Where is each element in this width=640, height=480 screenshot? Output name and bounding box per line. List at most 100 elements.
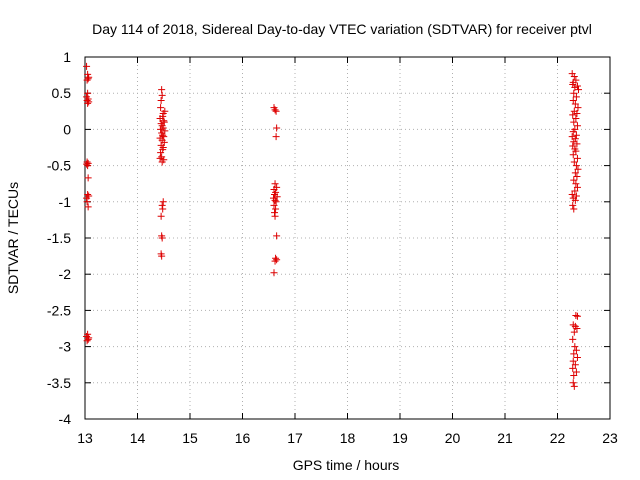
data-point bbox=[84, 174, 92, 182]
y-tick-label: -2 bbox=[59, 266, 72, 282]
data-point bbox=[84, 191, 92, 199]
data-point bbox=[85, 98, 93, 106]
data-point bbox=[569, 201, 577, 209]
data-point bbox=[572, 115, 580, 123]
data-point bbox=[83, 76, 91, 84]
data-point bbox=[574, 165, 582, 173]
y-tick-label: -4 bbox=[59, 411, 72, 427]
data-point bbox=[84, 89, 92, 97]
data-point bbox=[160, 118, 168, 126]
data-point bbox=[570, 176, 578, 184]
data-point bbox=[84, 70, 92, 78]
data-point bbox=[570, 158, 578, 166]
data-points bbox=[83, 62, 582, 390]
data-point bbox=[84, 99, 92, 107]
data-point bbox=[156, 154, 164, 162]
data-point bbox=[157, 212, 165, 220]
x-tick-label: 16 bbox=[235, 430, 251, 446]
y-tick-label: 1 bbox=[63, 49, 71, 65]
data-point bbox=[272, 198, 280, 206]
data-point bbox=[571, 361, 579, 369]
data-point bbox=[571, 196, 579, 204]
data-point bbox=[271, 196, 279, 204]
data-point bbox=[272, 205, 280, 213]
x-tick-label: 23 bbox=[602, 430, 618, 446]
x-tick-label: 17 bbox=[287, 430, 303, 446]
x-tick-label: 22 bbox=[550, 430, 566, 446]
y-tick-label: 0.5 bbox=[52, 85, 72, 101]
data-point bbox=[571, 187, 579, 195]
data-point bbox=[83, 62, 91, 70]
y-tick-label: -1.5 bbox=[47, 230, 71, 246]
data-point bbox=[569, 111, 577, 119]
data-point bbox=[569, 364, 577, 372]
data-point bbox=[273, 124, 281, 132]
data-point bbox=[160, 133, 168, 141]
y-tick-label: 0 bbox=[63, 121, 71, 137]
data-point bbox=[572, 162, 580, 170]
data-point bbox=[159, 198, 167, 206]
data-point bbox=[83, 198, 91, 206]
data-point bbox=[572, 311, 580, 319]
data-point bbox=[83, 337, 91, 345]
data-point bbox=[84, 335, 92, 343]
data-point bbox=[570, 372, 578, 380]
data-point bbox=[575, 86, 582, 94]
data-point bbox=[569, 379, 577, 387]
data-point bbox=[569, 96, 577, 104]
x-tick-label: 14 bbox=[130, 430, 146, 446]
x-tick-label: 21 bbox=[497, 430, 513, 446]
data-point bbox=[571, 343, 579, 351]
data-point bbox=[270, 269, 278, 277]
y-tick-labels: 1 0.5 0 -0.5 -1 -1.5 -2 -2.5 -3 -3.5 -4 bbox=[47, 49, 71, 427]
data-point bbox=[158, 234, 166, 242]
data-point bbox=[158, 86, 166, 94]
y-tick-label: -3 bbox=[59, 339, 72, 355]
data-point bbox=[568, 191, 576, 199]
data-point bbox=[158, 252, 166, 260]
x-tick-label: 19 bbox=[392, 430, 408, 446]
x-tick-label: 18 bbox=[340, 430, 356, 446]
data-point bbox=[158, 158, 166, 166]
data-point bbox=[270, 201, 278, 209]
data-point bbox=[572, 131, 580, 139]
data-point bbox=[574, 104, 582, 112]
x-tick-label: 15 bbox=[182, 430, 198, 446]
data-point bbox=[573, 172, 581, 180]
data-point bbox=[158, 201, 166, 209]
data-point bbox=[272, 107, 280, 115]
data-point bbox=[569, 128, 577, 136]
data-point bbox=[570, 328, 578, 336]
data-point bbox=[572, 147, 580, 155]
chart-title: Day 114 of 2018, Sidereal Day-to-day VTE… bbox=[92, 21, 592, 37]
data-point bbox=[570, 382, 578, 390]
data-point bbox=[157, 149, 165, 157]
y-axis-title: SDTVAR / TECUs bbox=[5, 182, 21, 294]
x-tick-label: 20 bbox=[445, 430, 461, 446]
data-point bbox=[572, 93, 580, 101]
data-point bbox=[573, 154, 581, 162]
data-point bbox=[273, 193, 281, 201]
data-point bbox=[158, 91, 166, 99]
data-point bbox=[570, 73, 578, 81]
data-point bbox=[271, 212, 279, 220]
data-point bbox=[572, 180, 580, 188]
data-point bbox=[156, 115, 164, 123]
data-point bbox=[573, 325, 581, 332]
data-point bbox=[573, 140, 581, 148]
data-point bbox=[271, 106, 279, 114]
x-tick-labels: 13 14 15 16 17 18 19 20 21 22 23 bbox=[77, 430, 618, 446]
data-point bbox=[271, 209, 279, 217]
data-point bbox=[84, 75, 92, 83]
x-tick-label: 13 bbox=[77, 430, 93, 446]
data-point bbox=[570, 205, 578, 213]
data-point bbox=[571, 135, 579, 143]
data-point bbox=[160, 138, 168, 146]
data-point bbox=[271, 257, 279, 265]
data-point bbox=[271, 180, 279, 188]
data-point bbox=[273, 232, 281, 240]
data-point bbox=[573, 122, 581, 130]
data-point bbox=[84, 95, 92, 103]
y-tick-label: -3.5 bbox=[47, 375, 71, 391]
